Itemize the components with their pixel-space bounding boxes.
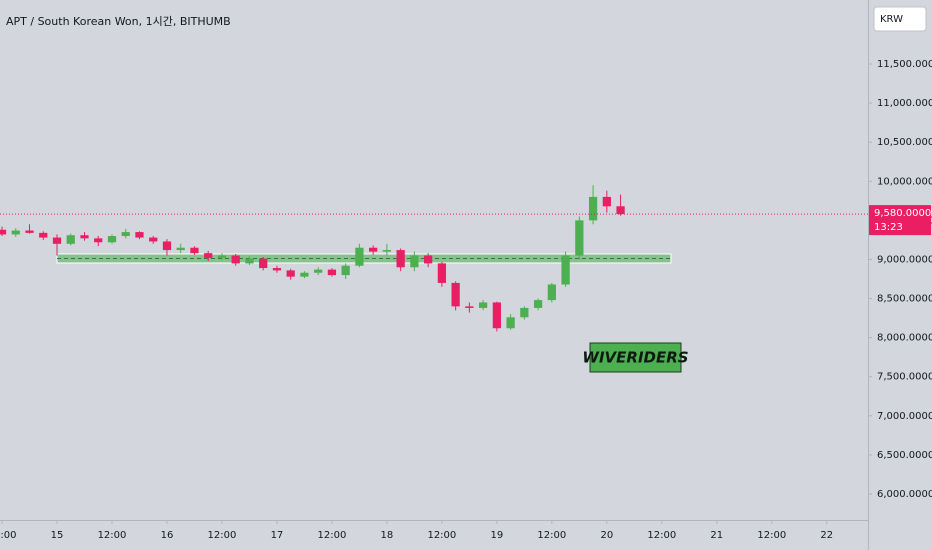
y-tick-label: 6,000.0000 [877, 489, 932, 500]
candle-body [272, 268, 282, 271]
y-tick-label: 8,000.0000 [877, 333, 932, 344]
currency-button[interactable] [873, 6, 927, 32]
x-tick-label: 20 [600, 530, 613, 541]
x-tick-label: 12:00 [427, 530, 456, 541]
watermark-box [589, 342, 682, 373]
candle-body [492, 302, 501, 329]
candle-body [588, 196, 598, 221]
y-tick-label: 10,500.0000 [877, 137, 932, 148]
candle-body [396, 250, 405, 268]
candle-body [424, 255, 433, 264]
candle-body [0, 229, 7, 235]
candle-body [547, 284, 556, 301]
x-tick-label: 21 [710, 530, 723, 541]
candle-body [533, 300, 543, 308]
candle-body [410, 255, 419, 268]
candle-body [465, 306, 474, 308]
candle-body [437, 263, 447, 283]
candle-body [217, 255, 227, 258]
candle-body [451, 282, 460, 307]
y-tick-label: 7,500.0000 [877, 372, 932, 383]
candle-body [341, 265, 350, 276]
currency-label[interactable]: KRW [880, 14, 903, 25]
candle-body [162, 241, 172, 251]
candle-body [121, 232, 130, 237]
x-tick-label: 17 [271, 530, 284, 541]
y-tick-label: 9,000.0000 [877, 254, 932, 265]
y-tick-label: 7,000.0000 [877, 411, 932, 422]
candle-body [245, 258, 254, 264]
candle-body [135, 232, 144, 238]
candle-body [231, 255, 240, 264]
candle-body [520, 307, 529, 318]
candle-body [66, 235, 75, 244]
candle-body [39, 232, 48, 238]
x-tick-label: 12:00 [98, 530, 127, 541]
watermark: WIVERIDERS [582, 349, 688, 367]
x-tick-label: 16 [161, 530, 174, 541]
x-tick-label: 15 [51, 530, 64, 541]
candle-body [149, 237, 158, 242]
x-tick-label: 12:00 [537, 530, 566, 541]
candle-body [355, 247, 364, 266]
candle-body [300, 272, 309, 277]
candle-body [176, 247, 185, 251]
candle-body [327, 269, 337, 276]
x-tick-label: 12:00 [0, 530, 16, 541]
candle-body [382, 250, 392, 252]
x-tick-label: 22 [820, 530, 833, 541]
chart-title: APT / South Korean Won, 1시간, BITHUMB [6, 15, 231, 28]
candle-body [506, 317, 515, 329]
y-tick-label: 10,000.0000 [877, 176, 932, 187]
candle-body [52, 237, 62, 244]
last-price-box [869, 205, 931, 236]
candle-body [369, 247, 378, 252]
candle-body [259, 258, 268, 269]
y-tick-label: 6,500.0000 [877, 450, 932, 461]
x-tick-label: 18 [381, 530, 394, 541]
x-tick-label: 12:00 [208, 530, 237, 541]
last-price-label: 9,580.0000 [874, 208, 931, 219]
candle-body [561, 255, 570, 285]
candle-body [616, 206, 625, 215]
y-tick-label: 11,000.0000 [877, 98, 932, 109]
x-tick-label: 12:00 [647, 530, 676, 541]
candle-body [94, 238, 103, 243]
candle-body [204, 253, 213, 258]
candle-body [190, 247, 199, 254]
candle-body [25, 230, 34, 233]
x-tick-label: 12:00 [318, 530, 347, 541]
candle-body [11, 230, 20, 235]
y-tick-label: 11,500.0000 [877, 59, 932, 70]
candle-body [478, 302, 488, 308]
candle-body [602, 196, 611, 207]
candle-body [107, 236, 117, 243]
y-tick-label: 8,500.0000 [877, 294, 932, 305]
x-tick-label: 12:00 [757, 530, 786, 541]
countdown: 13:23 [874, 222, 903, 233]
candle-body [575, 220, 584, 256]
x-tick-label: 19 [490, 530, 503, 541]
candle-body [286, 270, 295, 277]
candle-body [80, 235, 89, 239]
candle-body [314, 269, 323, 273]
